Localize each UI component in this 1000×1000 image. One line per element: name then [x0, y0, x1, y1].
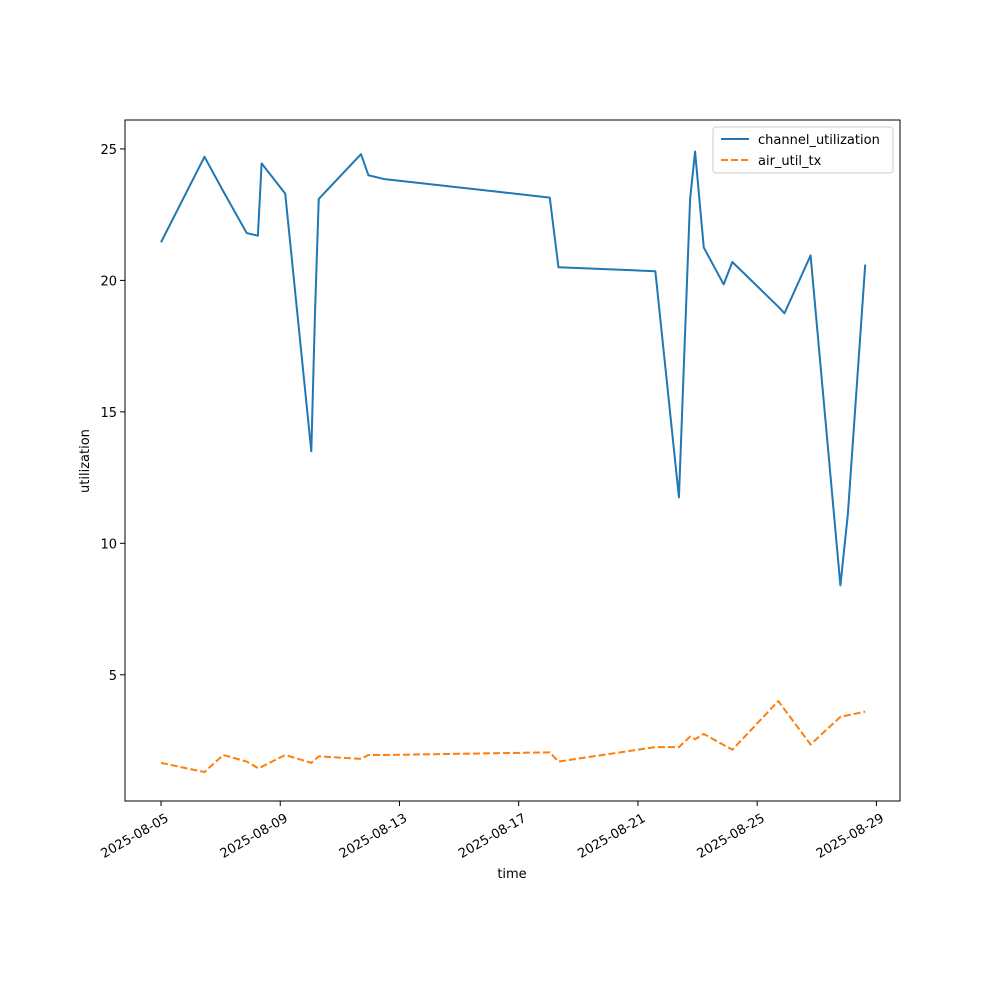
y-axis-label: utilization	[78, 429, 93, 493]
series-layer	[160, 150, 867, 774]
y-tick-label: 10	[100, 537, 117, 552]
plot-area	[125, 120, 900, 801]
legend-box	[712, 126, 894, 174]
y-axis-ticks: 5 10 15 20 25	[100, 143, 125, 684]
x-axis-label: time	[497, 867, 526, 882]
series-line-1	[160, 700, 866, 774]
legend: channel_utilization air_util_tx	[712, 126, 894, 174]
legend-label-1: air_util_tx	[758, 154, 822, 169]
legend-label-0: channel_utilization	[758, 133, 880, 148]
y-tick-label: 25	[100, 143, 117, 158]
plot-frame	[124, 119, 901, 802]
y-tick-label: 15	[100, 406, 117, 421]
series-line-0	[160, 150, 867, 587]
y-tick-label: 5	[109, 669, 117, 684]
y-tick-label: 20	[100, 274, 117, 289]
